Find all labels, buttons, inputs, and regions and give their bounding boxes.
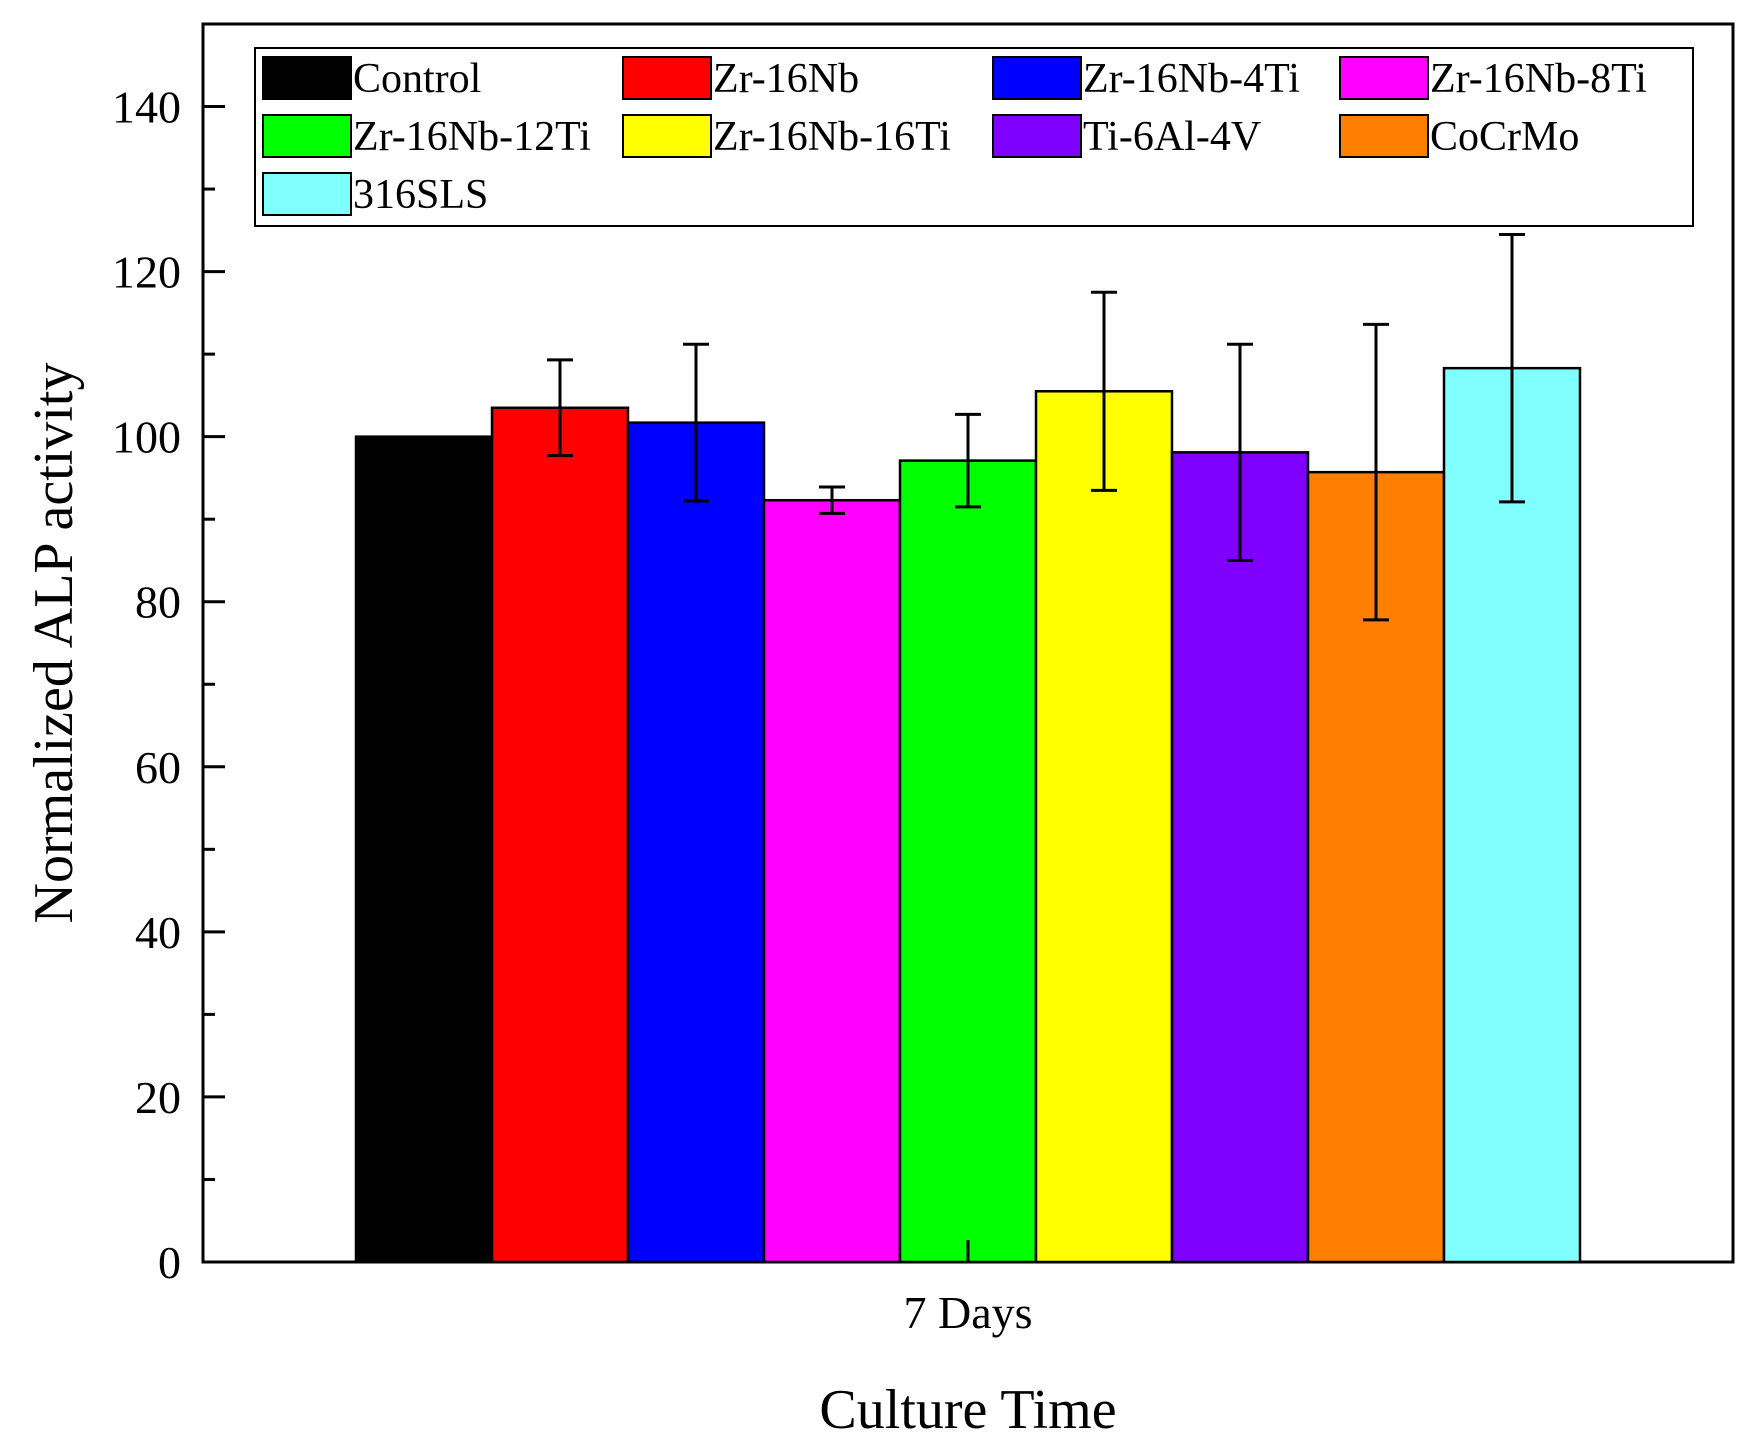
legend-label: Zr-16Nb-12Ti bbox=[353, 114, 591, 160]
y-axis-title: Normalized ALP activity bbox=[23, 363, 85, 924]
error-bars-group bbox=[547, 232, 1525, 622]
legend-label: Ti-6Al-4V bbox=[1083, 114, 1261, 160]
legend-swatch bbox=[262, 172, 352, 216]
y-tick-label: 40 bbox=[135, 907, 181, 958]
bar bbox=[1034, 390, 1174, 1264]
y-axis: 0 20 40 60 80 100 120 140 bbox=[112, 22, 225, 1288]
legend-swatch bbox=[262, 56, 352, 100]
legend: Control Zr-16Nb Zr-16Nb-4Ti Zr-16Nb-8Ti Zr-1… bbox=[254, 47, 1694, 227]
legend-label: 316SLS bbox=[353, 172, 488, 218]
y-tick-label: 0 bbox=[158, 1237, 181, 1288]
x-axis-title: Culture Time bbox=[819, 1379, 1116, 1441]
y-tick-label: 80 bbox=[135, 577, 181, 628]
legend-label: Control bbox=[353, 56, 481, 102]
bar bbox=[1170, 451, 1310, 1264]
y-tick-label: 120 bbox=[112, 247, 181, 298]
bar bbox=[626, 421, 766, 1264]
legend-swatch bbox=[992, 56, 1082, 100]
legend-swatch bbox=[1339, 114, 1429, 158]
x-tick-label: 7 Days bbox=[903, 1287, 1032, 1338]
legend-swatch bbox=[622, 114, 712, 158]
legend-box bbox=[254, 47, 1694, 227]
y-tick-label: 100 bbox=[112, 412, 181, 463]
legend-label: Zr-16Nb-8Ti bbox=[1430, 56, 1647, 102]
legend-label: Zr-16Nb-4Ti bbox=[1083, 56, 1300, 102]
bar bbox=[762, 498, 902, 1264]
y-tick-label: 20 bbox=[135, 1072, 181, 1123]
x-axis: 7 Days bbox=[903, 1240, 1033, 1338]
bar bbox=[490, 406, 630, 1264]
legend-label: CoCrMo bbox=[1430, 114, 1579, 160]
bar bbox=[1442, 366, 1582, 1264]
legend-label: Zr-16Nb-16Ti bbox=[713, 114, 951, 160]
bar bbox=[898, 459, 1038, 1264]
legend-swatch bbox=[1339, 56, 1429, 100]
legend-swatch bbox=[262, 114, 352, 158]
y-tick-label: 140 bbox=[112, 82, 181, 133]
y-tick-label: 60 bbox=[135, 742, 181, 793]
bar bbox=[354, 435, 494, 1264]
legend-swatch bbox=[622, 56, 712, 100]
legend-label: Zr-16Nb bbox=[713, 56, 859, 102]
legend-swatch bbox=[992, 114, 1082, 158]
